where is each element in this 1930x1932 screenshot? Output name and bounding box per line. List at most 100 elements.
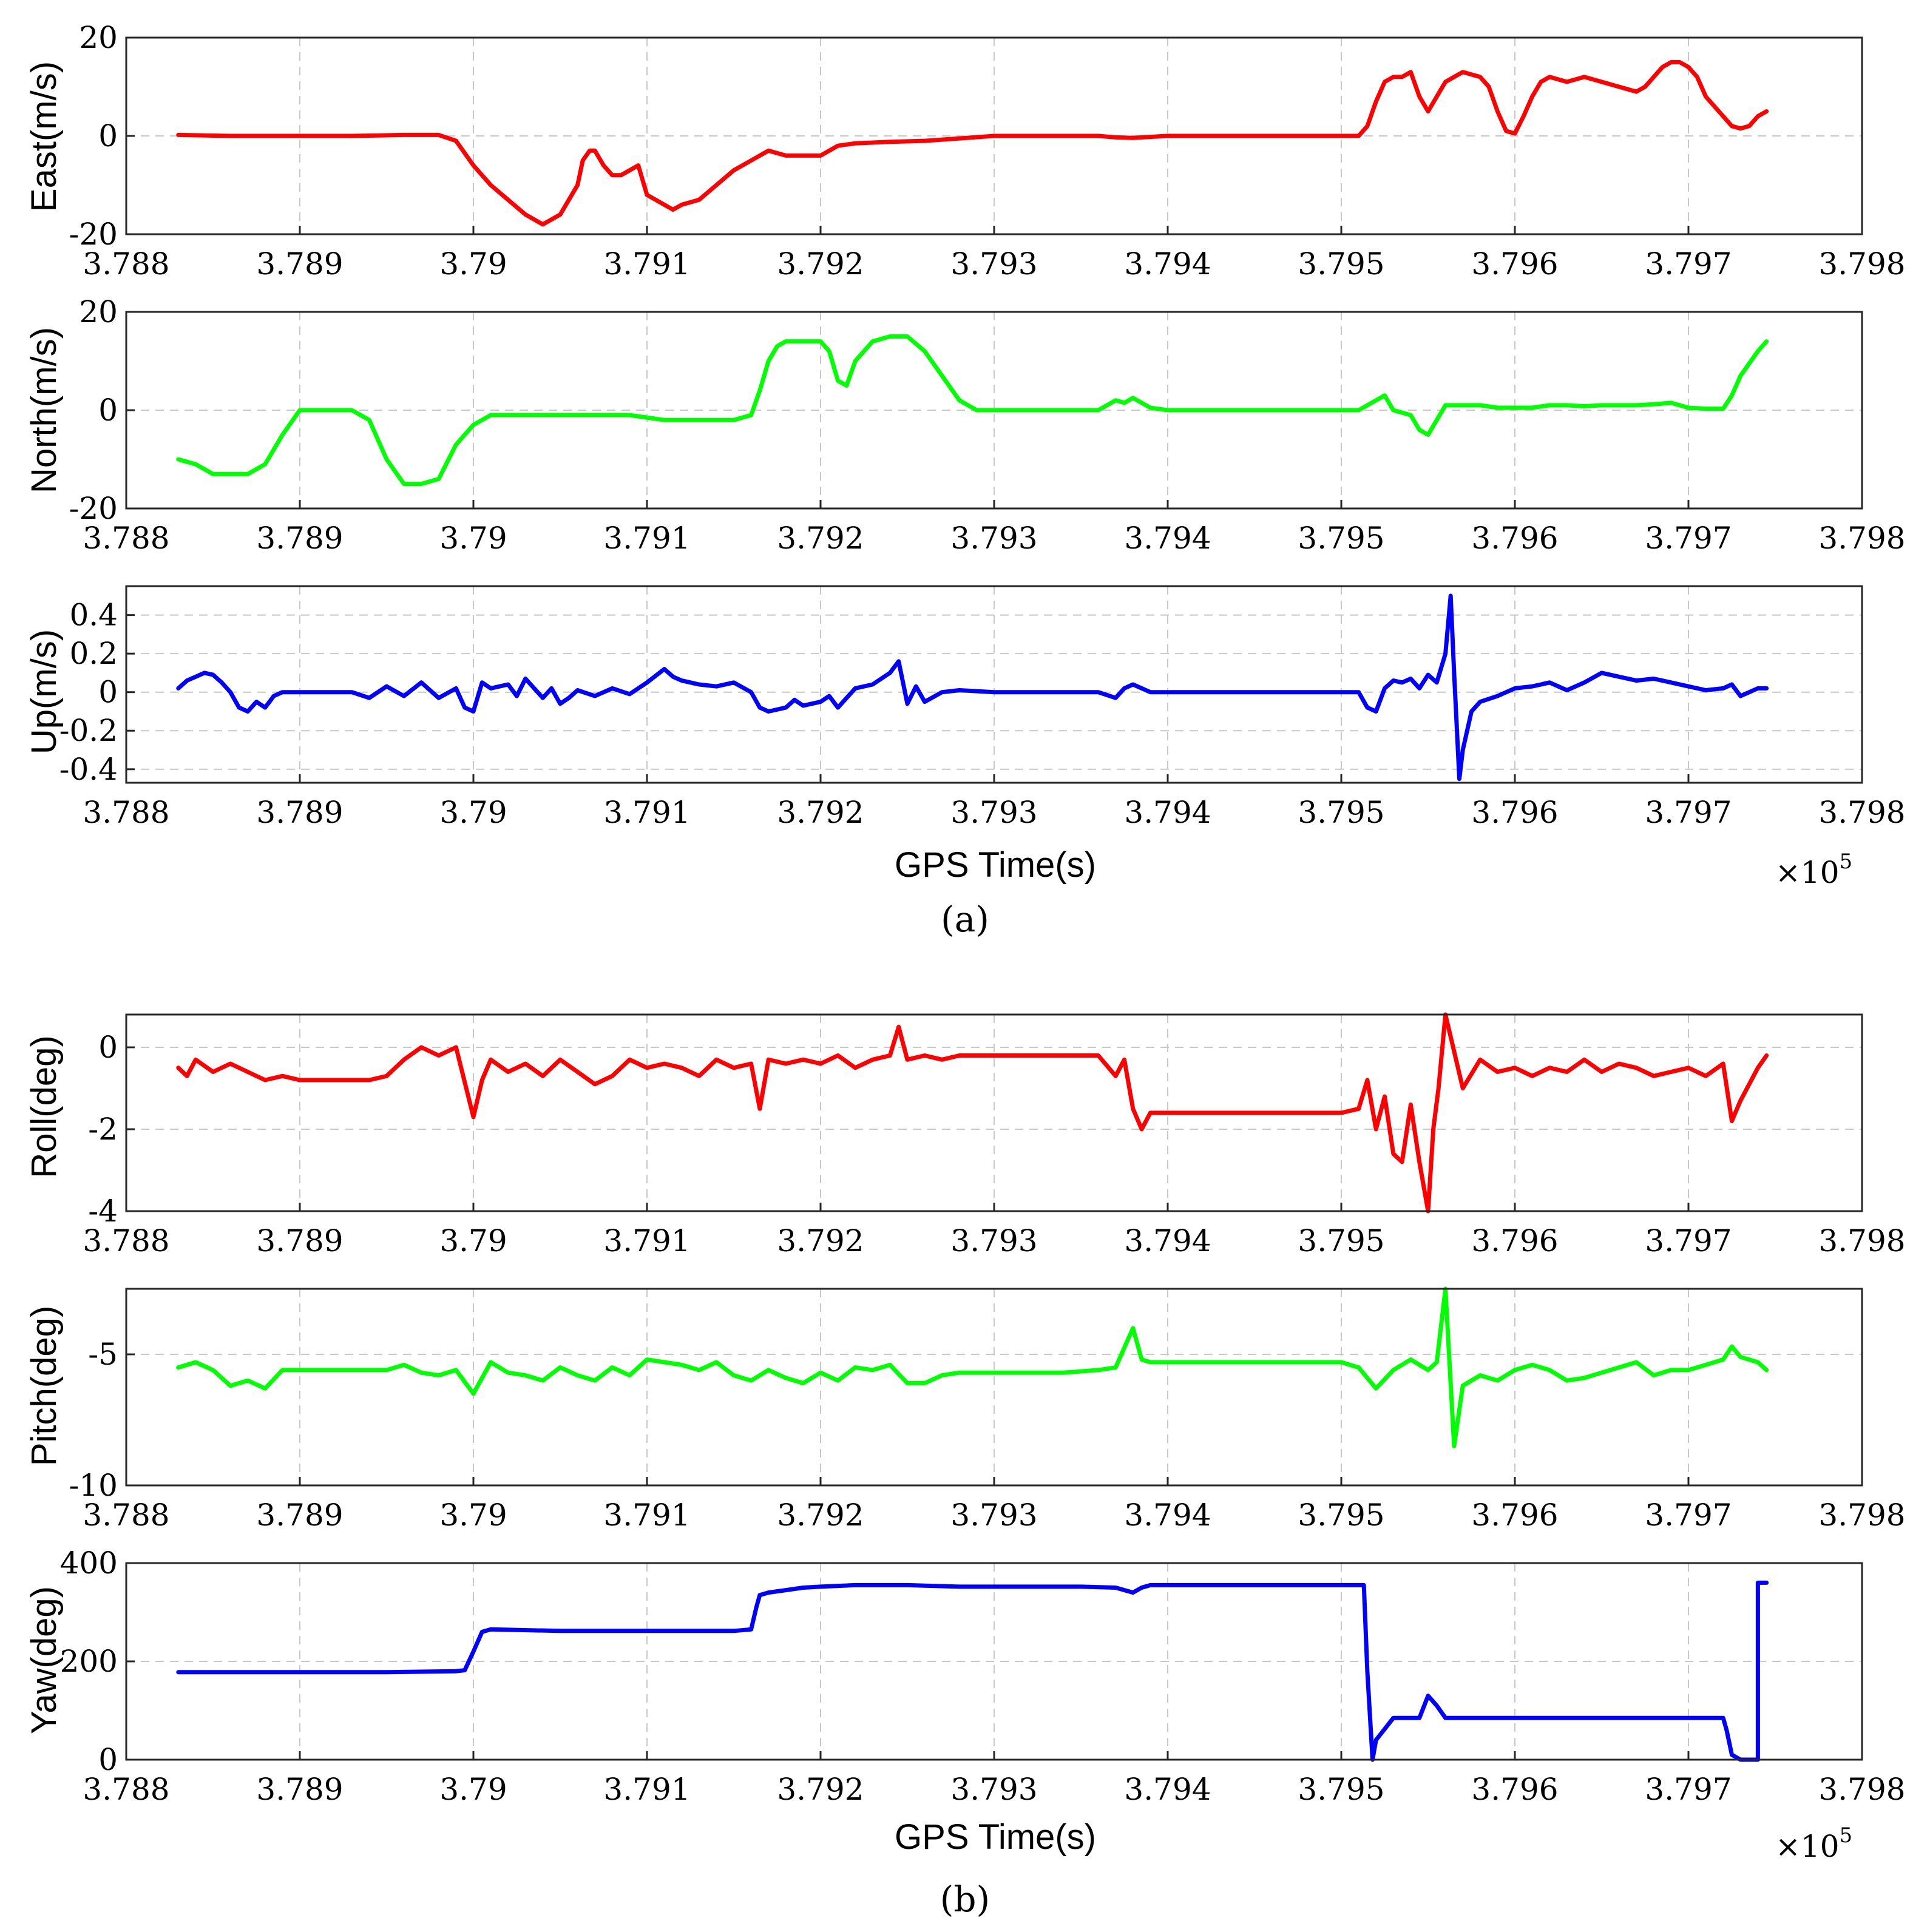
x-tick-label: 3.791 xyxy=(603,1223,690,1258)
xlabel-a: GPS Time(s) xyxy=(895,845,1096,885)
x-tick-label: 3.795 xyxy=(1298,1772,1384,1807)
x-tick-label: 3.797 xyxy=(1645,1498,1732,1533)
north-ylabel: North(m/s) xyxy=(24,327,64,493)
x-multiplier-a: ×105 xyxy=(1775,849,1852,890)
x-multiplier-b-base: ×10 xyxy=(1775,1829,1840,1864)
x-tick-label: 3.794 xyxy=(1124,1498,1211,1533)
y-tick-label: -4 xyxy=(88,1194,118,1229)
y-tick-label: 0 xyxy=(98,675,118,710)
x-tick-label: 3.797 xyxy=(1645,1223,1732,1258)
y-tick-label: 0 xyxy=(98,393,118,428)
pitch-ylabel: Pitch(deg) xyxy=(24,1306,64,1466)
x-tick-label: 3.798 xyxy=(1818,1772,1905,1807)
x-tick-label: 3.796 xyxy=(1471,521,1558,556)
x-tick-label: 3.798 xyxy=(1818,1223,1905,1258)
y-tick-label: -0.2 xyxy=(59,713,118,748)
x-tick-label: 3.792 xyxy=(777,1223,864,1258)
yaw-plot: Yaw(deg) GPS Time(s) ×105 (b) 3.788 3.789… xyxy=(24,1545,1906,1920)
x-tick-label: 3.79 xyxy=(439,1223,507,1258)
y-tick-label: 0.4 xyxy=(69,598,118,633)
x-tick-label: 3.792 xyxy=(777,795,864,830)
y-tick-label: -5 xyxy=(88,1337,118,1372)
x-tick-label: 3.792 xyxy=(777,1772,864,1807)
x-tick-label: 3.796 xyxy=(1471,1498,1558,1533)
x-tick-label: 3.788 xyxy=(83,1772,169,1807)
x-tick-label: 3.792 xyxy=(777,521,864,556)
y-tick-label: 400 xyxy=(60,1545,118,1581)
up-ylabel: Up(m/s) xyxy=(24,629,64,754)
x-tick-label: 3.789 xyxy=(256,1498,343,1533)
x-tick-label: 3.798 xyxy=(1818,1498,1905,1533)
series-line-north xyxy=(176,334,1769,486)
east-velocity-plot: East(m/s) 3.788 3.789 3.79 3.791 3.792 3.793 3… xyxy=(24,20,1906,282)
x-multiplier-a-base: ×10 xyxy=(1775,855,1840,890)
series-line-roll xyxy=(176,1012,1769,1214)
x-tick-label: 3.79 xyxy=(439,246,507,282)
series-line-yaw xyxy=(176,1580,1769,1762)
x-tick-label: 3.794 xyxy=(1124,521,1211,556)
xlabel-b: GPS Time(s) xyxy=(895,1817,1096,1857)
x-tick-label: 3.794 xyxy=(1124,1772,1211,1807)
x-tick-label: 3.796 xyxy=(1471,1772,1558,1807)
x-tick-label: 3.793 xyxy=(950,246,1037,282)
x-tick-label: 3.79 xyxy=(439,521,507,556)
series-line-east xyxy=(176,60,1769,227)
x-tick-label: 3.797 xyxy=(1645,795,1732,830)
caption-b: (b) xyxy=(940,1879,990,1920)
y-tick-label: 20 xyxy=(79,20,118,55)
x-tick-label: 3.788 xyxy=(83,1498,169,1533)
x-tick-label: 3.789 xyxy=(256,1772,343,1807)
x-tick-label: 3.788 xyxy=(83,246,169,282)
x-tick-label: 3.798 xyxy=(1818,246,1905,282)
x-tick-label: 3.796 xyxy=(1471,795,1558,830)
x-tick-label: 3.79 xyxy=(439,795,507,830)
x-tick-label: 3.792 xyxy=(777,246,864,282)
pitch-plot: Pitch(deg) 3.788 3.789 3.79 3.791 3.792 3.793… xyxy=(24,1286,1906,1533)
yaw-ylabel: Yaw(deg) xyxy=(24,1586,64,1734)
x-tick-label: 3.798 xyxy=(1818,795,1905,830)
x-tick-label: 3.794 xyxy=(1124,246,1211,282)
x-tick-label: 3.79 xyxy=(439,1772,507,1807)
y-tick-label: -0.4 xyxy=(59,752,118,787)
x-tick-label: 3.795 xyxy=(1298,1498,1384,1533)
x-tick-label: 3.797 xyxy=(1645,246,1732,282)
x-tick-label: 3.795 xyxy=(1298,1223,1384,1258)
y-tick-label: 0 xyxy=(98,118,118,154)
x-tick-label: 3.794 xyxy=(1124,795,1211,830)
x-tick-label: 3.791 xyxy=(603,246,690,282)
x-multiplier-a-exp: 5 xyxy=(1840,849,1853,874)
x-tick-label: 3.791 xyxy=(603,1772,690,1807)
caption-a: (a) xyxy=(941,899,989,940)
x-tick-label: 3.788 xyxy=(83,1223,169,1258)
x-tick-label: 3.791 xyxy=(603,1498,690,1533)
x-tick-label: 3.789 xyxy=(256,246,343,282)
x-tick-label: 3.797 xyxy=(1645,521,1732,556)
x-multiplier-b: ×105 xyxy=(1775,1823,1852,1864)
x-tick-label: 3.796 xyxy=(1471,246,1558,282)
x-tick-label: 3.793 xyxy=(950,1772,1037,1807)
x-tick-label: 3.793 xyxy=(950,1223,1037,1258)
y-tick-label: -20 xyxy=(69,491,118,526)
x-tick-label: 3.794 xyxy=(1124,1223,1211,1258)
x-multiplier-b-exp: 5 xyxy=(1840,1823,1853,1848)
x-tick-label: 3.788 xyxy=(83,795,169,830)
x-tick-label: 3.788 xyxy=(83,521,169,556)
series-line-up xyxy=(176,593,1769,782)
east-ylabel: East(m/s) xyxy=(24,61,64,212)
x-tick-label: 3.789 xyxy=(256,795,343,830)
x-tick-label: 3.789 xyxy=(256,521,343,556)
roll-ylabel: Roll(deg) xyxy=(24,1035,64,1178)
x-tick-label: 3.793 xyxy=(950,1498,1037,1533)
y-tick-label: -20 xyxy=(69,217,118,252)
x-tick-label: 3.795 xyxy=(1298,521,1384,556)
x-tick-label: 3.791 xyxy=(603,521,690,556)
y-tick-label: -2 xyxy=(88,1112,118,1147)
y-tick-label: 200 xyxy=(60,1644,118,1679)
x-tick-label: 3.791 xyxy=(603,795,690,830)
north-velocity-plot: North(m/s) 3.788 3.789 3.79 3.791 3.792 3.793… xyxy=(24,294,1906,556)
y-tick-label: 0.2 xyxy=(69,636,118,671)
series-line-pitch xyxy=(176,1286,1769,1448)
roll-plot: Roll(deg) 3.788 3.789 3.79 3.791 3.792 3.793 3… xyxy=(24,1012,1906,1258)
x-tick-label: 3.795 xyxy=(1298,795,1384,830)
